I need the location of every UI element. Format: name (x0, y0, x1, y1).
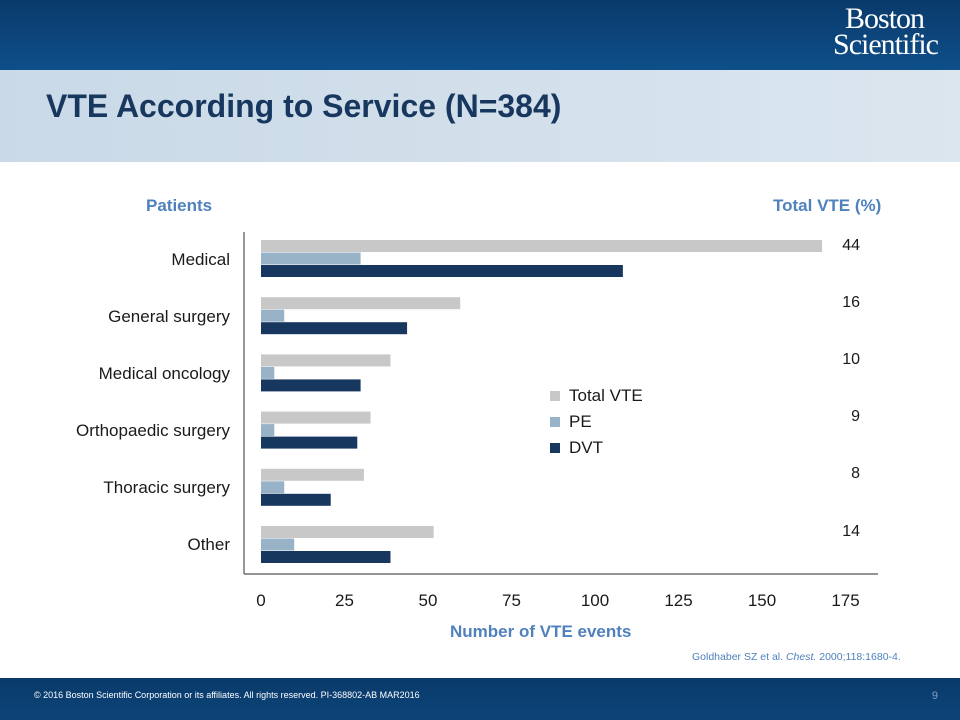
bar-total-vte (261, 468, 364, 481)
percent-label: 14 (842, 523, 860, 540)
bar-dvt (261, 436, 358, 449)
boston-scientific-logo: Boston Scientific (833, 2, 939, 61)
x-tick-label: 125 (664, 591, 692, 610)
bar-pe (261, 309, 285, 322)
legend-label: Total VTE (569, 386, 643, 405)
category-label: Orthopaedic surgery (75, 421, 230, 440)
x-axis-label: Number of VTE events (450, 622, 632, 641)
category-label: General surgery (108, 307, 230, 326)
bar-total-vte (261, 526, 434, 538)
page-number: 9 (931, 690, 938, 702)
bar-dvt (261, 379, 361, 392)
patients-header: Patients (146, 196, 213, 215)
x-tick-label: 50 (419, 591, 438, 610)
top-banner (0, 0, 960, 70)
bar-total-vte (261, 297, 461, 310)
bar-total-vte (261, 354, 391, 367)
legend-item: PE (550, 409, 643, 435)
logo-line-2: Scientific (833, 28, 939, 61)
category-label: Medical (171, 250, 230, 269)
percent-label: 44 (842, 237, 860, 254)
total-vte-header: Total VTE (%) (773, 196, 882, 215)
x-tick-label: 100 (581, 591, 609, 610)
x-tick-label: 175 (831, 591, 859, 610)
legend-label: DVT (569, 438, 603, 457)
bar-dvt (261, 493, 331, 506)
percent-label: 8 (851, 465, 860, 482)
legend-item: Total VTE (550, 383, 643, 409)
bar-pe (261, 424, 275, 437)
bar-dvt (261, 265, 623, 277)
legend-swatch (550, 391, 560, 401)
category-label: Medical oncology (98, 364, 230, 383)
legend-item: DVT (550, 435, 643, 461)
title-band (0, 70, 960, 162)
slide-title: VTE According to Service (N=384) (46, 88, 562, 124)
copyright-text: © 2016 Boston Scientific Corporation or … (34, 690, 420, 700)
citation-journal: Chest. (785, 651, 817, 663)
legend-label: PE (569, 412, 592, 431)
bar-total-vte (261, 240, 823, 252)
legend-swatch (550, 443, 560, 453)
bar-pe (261, 538, 295, 551)
x-tick-label: 25 (335, 591, 354, 610)
citation: Goldhaber SZ et al. Chest. 2000;118:1680… (692, 651, 901, 663)
x-tick-label: 75 (502, 591, 521, 610)
bar-dvt (261, 322, 408, 335)
category-label: Other (187, 535, 230, 554)
bar-total-vte (261, 411, 371, 424)
legend-swatch (550, 417, 560, 427)
bar-pe (261, 481, 285, 494)
x-tick-label: 0 (256, 591, 265, 610)
logo-line-1: Boston (845, 2, 925, 35)
bar-pe (261, 366, 275, 379)
percent-label: 16 (842, 294, 860, 311)
bar-pe (261, 252, 361, 265)
percent-label: 10 (842, 351, 860, 368)
citation-suffix: 2000;118:1680-4. (816, 651, 901, 663)
bar-dvt (261, 551, 391, 563)
category-label: Thoracic surgery (103, 478, 230, 497)
x-tick-label: 150 (748, 591, 776, 610)
percent-label: 9 (851, 408, 860, 425)
footer-bar (0, 678, 960, 720)
chart-legend: Total VTE PE DVT (550, 383, 643, 461)
citation-prefix: Goldhaber SZ et al. (692, 651, 786, 663)
